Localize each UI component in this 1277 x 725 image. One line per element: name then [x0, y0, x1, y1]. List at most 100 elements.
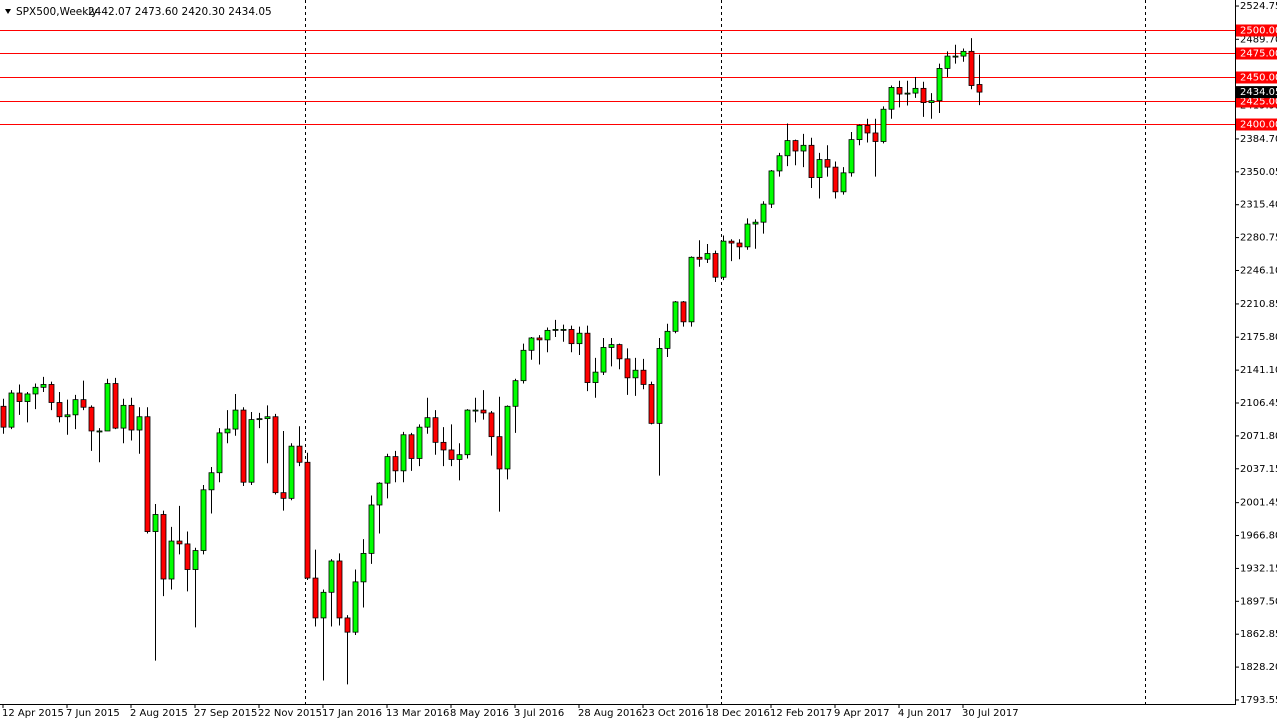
candle-body — [288, 445, 295, 499]
candle-body — [264, 416, 271, 420]
y-tick-label: 1897.50 — [1240, 596, 1277, 607]
candle-body — [432, 417, 439, 443]
x-tick-label: 4 Jun 2017 — [898, 708, 952, 719]
candle-body — [400, 434, 407, 472]
candle-body — [464, 409, 471, 456]
y-tick-label: 2071.80 — [1240, 431, 1277, 442]
candle-body — [312, 577, 319, 619]
candle-body — [696, 256, 703, 260]
candle-body — [384, 456, 391, 484]
candle-body — [768, 170, 775, 205]
candle-body — [208, 472, 215, 491]
x-tick-label: 12 Feb 2017 — [770, 708, 832, 719]
candle-body — [80, 399, 87, 408]
level-label: 2475.00 — [1240, 49, 1277, 60]
y-tick-label: 2315.40 — [1240, 200, 1277, 211]
level-label: 2450.00 — [1240, 73, 1277, 84]
candle-body — [408, 434, 415, 459]
candle-body — [32, 386, 39, 395]
candle-body — [224, 428, 231, 434]
level-label: 2400.00 — [1240, 120, 1277, 131]
y-tick-label: 1793.55 — [1240, 695, 1277, 706]
level-label: 2500.00 — [1240, 26, 1277, 37]
current-price-label: 2434.05 — [1240, 87, 1277, 98]
level-tag — [1236, 118, 1277, 131]
candle-body — [632, 369, 639, 379]
level-tag — [1236, 47, 1277, 60]
candle-body — [352, 581, 359, 633]
candle-body — [216, 432, 223, 474]
y-tick-label: 2037.15 — [1240, 464, 1277, 475]
candle-body — [744, 223, 751, 248]
candle-body — [248, 419, 255, 483]
candle-body — [704, 253, 711, 260]
candle-body — [488, 412, 495, 438]
candle-body — [128, 404, 135, 431]
x-tick-label: 30 Jul 2017 — [962, 708, 1019, 719]
level-tag — [1236, 71, 1277, 84]
candle-body — [48, 384, 55, 403]
candle-body — [72, 399, 79, 416]
header-arrow — [5, 9, 11, 14]
y-tick-label: 2106.45 — [1240, 398, 1277, 409]
x-tick-label: 12 Apr 2015 — [2, 708, 64, 719]
y-tick-label: 2141.10 — [1240, 365, 1277, 376]
y-tick-label: 1828.20 — [1240, 662, 1277, 673]
current-price-tag — [1236, 86, 1277, 99]
candle-body — [256, 418, 263, 421]
x-tick-label: 22 Nov 2015 — [258, 708, 322, 719]
candle-body — [728, 240, 735, 244]
candle-body — [944, 55, 951, 69]
candle-body — [600, 347, 607, 373]
candle-body — [736, 242, 743, 248]
candle-body — [320, 591, 327, 619]
candle-body — [152, 514, 159, 532]
candle-body — [168, 540, 175, 580]
x-tick-label: 13 Mar 2016 — [386, 708, 449, 719]
x-tick-label: 9 Apr 2017 — [834, 708, 889, 719]
candle-body — [296, 445, 303, 463]
candle-body — [552, 329, 559, 331]
candle-body — [880, 108, 887, 142]
candle-body — [824, 159, 831, 168]
y-tick-label: 2001.45 — [1240, 498, 1277, 509]
y-tick-label: 1966.80 — [1240, 531, 1277, 542]
candle-body — [952, 55, 959, 58]
candle-body — [328, 560, 335, 593]
candle-body — [712, 253, 719, 278]
x-tick-label: 17 Jan 2016 — [322, 708, 382, 719]
candle-body — [512, 380, 519, 407]
candle-body — [904, 92, 911, 95]
candle-body — [528, 337, 535, 351]
candle-body — [440, 441, 447, 451]
candle-body — [864, 124, 871, 134]
y-tick-label: 2524.75 — [1240, 1, 1277, 12]
candle-body — [936, 68, 943, 102]
x-tick-label: 7 Jun 2015 — [66, 708, 120, 719]
candle-body — [88, 406, 95, 432]
candle-body — [392, 456, 399, 472]
candle-body — [64, 414, 71, 418]
candle-body — [760, 203, 767, 223]
candle-body — [872, 132, 879, 142]
candle-body — [40, 384, 47, 388]
candle-body — [16, 392, 23, 402]
candle-body — [680, 301, 687, 323]
candle-body — [232, 409, 239, 430]
candle-body — [144, 416, 151, 532]
candle-body — [584, 332, 591, 383]
y-tick-label: 2246.10 — [1240, 265, 1277, 276]
candle-body — [560, 329, 567, 331]
candle-body — [496, 436, 503, 470]
x-tick-label: 23 Oct 2016 — [642, 708, 704, 719]
candle-body — [656, 347, 663, 424]
candle-body — [160, 514, 167, 580]
x-tick-label: 18 Dec 2016 — [706, 708, 770, 719]
candle-body — [672, 301, 679, 332]
candle-body — [592, 371, 599, 383]
candle-body — [720, 240, 727, 278]
candle-body — [424, 417, 431, 428]
candle-body — [376, 482, 383, 506]
candle-body — [928, 100, 935, 103]
